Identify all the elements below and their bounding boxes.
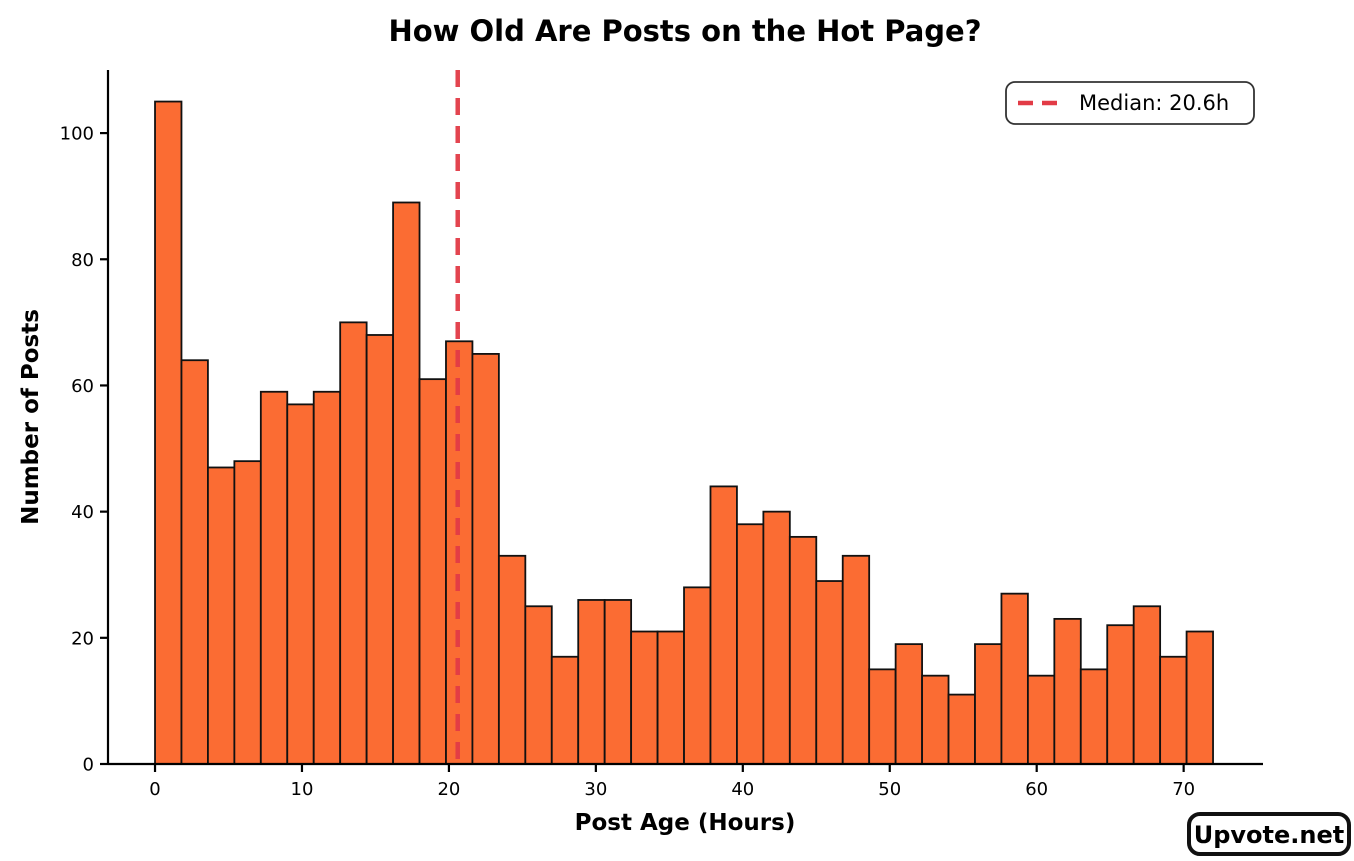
y-axis-label: Number of Posts <box>18 309 44 525</box>
legend-box <box>1005 81 1255 125</box>
histogram-bar <box>947 693 976 765</box>
x-tick-label: 60 <box>1025 779 1048 800</box>
x-axis-label: Post Age (Hours) <box>575 810 796 836</box>
histogram-bar <box>1053 617 1082 765</box>
histogram-bar <box>894 643 923 765</box>
histogram-bar <box>1132 605 1162 765</box>
histogram-bar <box>418 378 447 765</box>
histogram-bar <box>974 643 1003 765</box>
histogram-bar <box>1079 668 1109 765</box>
histogram-bar <box>921 674 950 765</box>
histogram-bar <box>736 523 765 765</box>
histogram-bar <box>656 630 685 765</box>
chart-title: How Old Are Posts on the Hot Page? <box>388 14 981 48</box>
y-axis-ticks: 0 20 40 60 80 100 <box>60 124 108 776</box>
histogram-bar <box>841 554 871 765</box>
histogram-bar <box>550 655 580 765</box>
y-tick-label: 80 <box>71 250 94 271</box>
legend: Median: 20.6h <box>1005 81 1255 125</box>
x-tick-label: 30 <box>584 779 607 800</box>
histogram-bar <box>233 460 262 765</box>
histogram-bar <box>259 390 289 765</box>
histogram-bar <box>180 359 209 765</box>
histogram-bar <box>497 554 527 765</box>
x-tick-label: 0 <box>149 779 160 800</box>
x-axis-ticks: 0 10 20 30 40 50 60 70 <box>149 764 1195 800</box>
legend-label: Median: 20.6h <box>1079 91 1229 115</box>
x-tick-label: 10 <box>291 779 314 800</box>
histogram-bar <box>392 201 421 765</box>
histogram-bar <box>1185 630 1214 765</box>
histogram-bar <box>868 668 897 765</box>
x-tick-label: 20 <box>437 779 460 800</box>
histogram-bar <box>1026 674 1056 765</box>
x-tick-label: 70 <box>1172 779 1195 800</box>
x-tick-label: 40 <box>731 779 754 800</box>
watermark-label: Upvote.net <box>1194 821 1345 849</box>
bars-group <box>154 100 1214 765</box>
histogram-bar <box>709 485 738 765</box>
y-tick-label: 60 <box>71 376 94 397</box>
histogram-bar <box>603 599 633 765</box>
histogram-bar <box>683 586 712 765</box>
x-tick-label: 50 <box>878 779 901 800</box>
y-tick-label: 40 <box>71 502 94 523</box>
histogram-bar <box>365 334 394 765</box>
watermark: Upvote.net <box>1187 812 1351 856</box>
watermark-box <box>1187 812 1351 856</box>
y-tick-label: 20 <box>71 628 94 649</box>
histogram-bar <box>577 599 606 765</box>
histogram-bar <box>815 580 844 765</box>
histogram-bar <box>154 100 183 765</box>
y-tick-label: 0 <box>83 755 94 776</box>
histogram-bar <box>471 353 500 765</box>
histogram-bar <box>524 605 553 765</box>
histogram-bar <box>630 630 659 765</box>
histogram-bar <box>286 403 315 765</box>
histogram-bar <box>207 466 236 765</box>
y-tick-label: 100 <box>60 124 94 145</box>
histogram-bar <box>788 535 818 765</box>
histogram-bar <box>762 510 791 765</box>
histogram-bar <box>312 390 342 765</box>
histogram-bar <box>1000 592 1029 765</box>
histogram-bar <box>1159 655 1188 765</box>
histogram-bar <box>339 321 368 765</box>
histogram-bar <box>1106 624 1135 765</box>
